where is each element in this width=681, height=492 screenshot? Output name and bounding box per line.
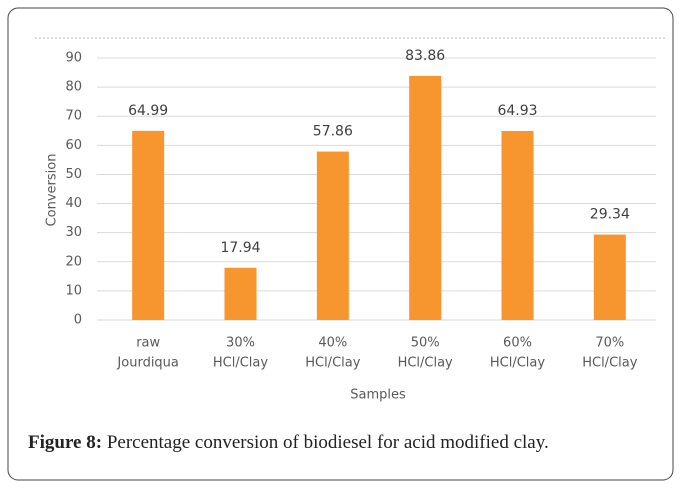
y-tick-label: 90 xyxy=(65,51,82,66)
data-label: 17.94 xyxy=(220,240,260,256)
bar xyxy=(409,75,442,320)
y-tick-label: 80 xyxy=(65,80,82,95)
bar xyxy=(501,130,534,320)
data-label: 83.86 xyxy=(405,48,445,64)
x-tick-label: HCl/Clay xyxy=(490,356,545,371)
x-tick-label: HCl/Clay xyxy=(582,356,637,371)
y-tick-label: 20 xyxy=(65,254,82,269)
caption-label: Figure 8: xyxy=(28,432,102,453)
y-tick-label: 70 xyxy=(65,109,82,124)
y-tick-label: 10 xyxy=(65,283,82,298)
x-tick-label: 50% xyxy=(411,336,440,351)
bar xyxy=(593,234,626,320)
y-axis-title: Conversion xyxy=(45,154,60,227)
x-tick-label: HCl/Clay xyxy=(398,356,453,371)
y-tick-label: 30 xyxy=(65,225,82,240)
x-tick-label: HCl/Clay xyxy=(213,356,268,371)
data-label: 64.93 xyxy=(497,103,537,119)
x-tick-label: 40% xyxy=(318,336,347,351)
y-tick-label: 60 xyxy=(65,138,82,153)
x-tick-label: raw xyxy=(136,336,160,351)
bar xyxy=(132,130,165,320)
x-tick-label: HCl/Clay xyxy=(305,356,360,371)
caption: Figure 8: Percentage conversion of biodi… xyxy=(28,432,549,453)
bar xyxy=(224,267,257,320)
data-label: 29.34 xyxy=(590,207,630,223)
x-tick-label: Jourdiqua xyxy=(116,356,178,371)
data-label: 57.86 xyxy=(313,124,353,140)
y-tick-label: 50 xyxy=(65,167,82,182)
bar xyxy=(316,151,349,320)
caption-text: Percentage conversion of biodiesel for a… xyxy=(107,432,549,453)
x-tick-label: 70% xyxy=(595,336,624,351)
x-axis-title: Samples xyxy=(350,388,406,403)
data-label: 64.99 xyxy=(128,103,168,119)
x-tick-label: 60% xyxy=(503,336,532,351)
y-tick-label: 40 xyxy=(65,196,82,211)
y-tick-label: 0 xyxy=(74,313,82,328)
x-tick-label: 30% xyxy=(226,336,255,351)
